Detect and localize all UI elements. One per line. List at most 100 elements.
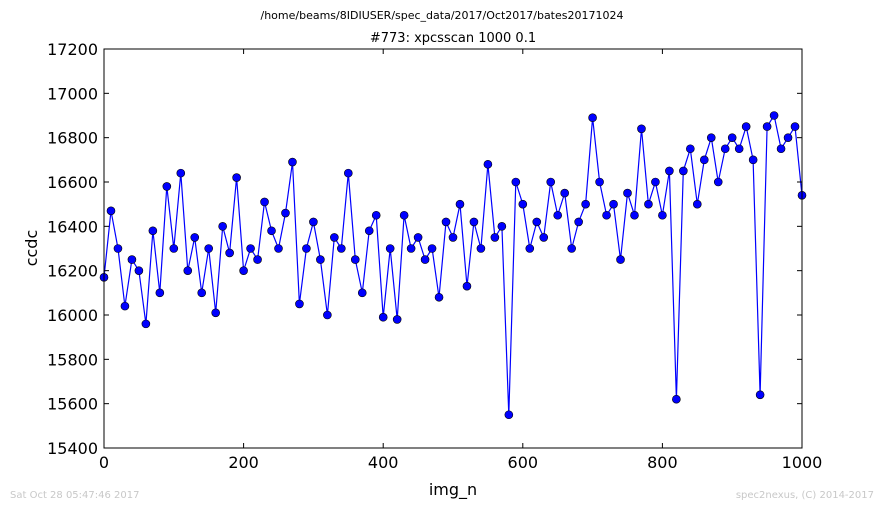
data-point: [476, 244, 486, 253]
data-point: [672, 394, 681, 404]
data-point: [644, 199, 653, 209]
data-point: [113, 244, 123, 253]
data-point: [392, 315, 402, 324]
y-axis-label: ccdc: [22, 230, 41, 267]
y-tick-label: 16000: [47, 306, 98, 325]
data-point: [406, 244, 416, 253]
data-point: [692, 199, 702, 209]
data-point: [225, 248, 234, 258]
data-point: [127, 255, 137, 264]
data-point: [364, 226, 374, 236]
data-point: [434, 292, 444, 302]
data-point: [267, 226, 276, 236]
data-point: [783, 133, 793, 142]
data-point: [616, 255, 625, 264]
data-point: [602, 210, 611, 220]
data-series: [99, 111, 807, 420]
data-point: [134, 266, 144, 275]
data-point: [197, 288, 207, 298]
data-point: [162, 182, 172, 191]
y-tick-label: 15600: [47, 395, 98, 414]
data-point: [302, 244, 311, 253]
data-point: [679, 166, 688, 176]
y-tick-label: 17000: [47, 84, 98, 103]
data-point: [504, 410, 514, 420]
data-point: [120, 301, 130, 311]
axes: 0 200 400 600 800 1000 15400 15600 15800 16000 162…: [47, 40, 822, 472]
data-point: [399, 210, 409, 220]
data-point: [323, 310, 332, 320]
data-point: [706, 133, 716, 142]
data-point: [260, 197, 269, 207]
data-point: [441, 217, 451, 227]
data-point: [141, 319, 151, 329]
series-line: [103, 113, 803, 415]
data-point: [595, 177, 604, 187]
data-point: [560, 188, 569, 198]
data-point: [713, 177, 723, 187]
footer-timestamp: Sat Oct 28 05:47:46 2017: [10, 490, 140, 501]
data-point: [232, 173, 241, 182]
y-tick-label: 16800: [47, 129, 98, 148]
data-point: [720, 144, 730, 154]
data-point: [288, 157, 297, 167]
data-point: [727, 133, 737, 142]
y-tick-label: 16200: [47, 262, 98, 281]
data-point: [623, 188, 632, 198]
data-point: [469, 217, 479, 227]
data-point: [378, 312, 388, 322]
data-point: [581, 199, 590, 209]
x-tick-label: 600: [508, 453, 539, 472]
data-point: [148, 226, 158, 236]
data-point: [455, 199, 465, 209]
data-point: [546, 177, 556, 187]
data-point: [337, 244, 346, 253]
y-tick-label: 15800: [47, 350, 98, 369]
plot-frame: [103, 48, 803, 449]
data-point: [357, 288, 367, 298]
y-tick-label: 16400: [47, 217, 98, 236]
data-point: [155, 288, 165, 298]
data-point: [274, 244, 283, 253]
data-point: [637, 124, 646, 134]
data-point: [371, 210, 381, 220]
data-point: [239, 266, 248, 275]
data-point: [755, 390, 765, 400]
x-axis-label: img_n: [429, 480, 477, 500]
data-point: [748, 155, 758, 165]
data-point: [630, 210, 639, 220]
y-tick-label: 16600: [47, 173, 98, 192]
data-point: [330, 233, 339, 242]
x-tick-label: 0: [99, 453, 109, 472]
footer-credit: spec2nexus, (C) 2014-2017: [736, 490, 874, 501]
data-point: [553, 210, 563, 220]
data-point: [106, 206, 116, 216]
data-point: [497, 222, 507, 231]
data-point: [762, 122, 772, 131]
file-path-header: /home/beams/8IDIUSER/spec_data/2017/Oct2…: [261, 9, 624, 22]
data-point: [525, 244, 535, 253]
data-point: [295, 299, 304, 309]
data-point: [169, 244, 179, 253]
data-point: [518, 199, 528, 209]
data-point: [734, 144, 744, 154]
x-tick-label: 1000: [782, 453, 823, 472]
data-point: [253, 255, 262, 264]
data-point: [574, 217, 583, 227]
x-tick-label: 200: [228, 453, 259, 472]
data-point: [211, 308, 220, 318]
data-point: [218, 222, 227, 231]
data-point: [448, 233, 458, 242]
data-point: [686, 144, 695, 154]
data-point: [204, 244, 213, 253]
data-point: [776, 144, 786, 154]
data-point: [309, 217, 318, 227]
data-point: [567, 244, 576, 253]
data-point: [511, 177, 521, 187]
data-point: [343, 168, 353, 178]
data-point: [176, 168, 186, 178]
data-point: [427, 244, 437, 253]
data-point: [281, 208, 290, 218]
data-point: [741, 122, 751, 131]
